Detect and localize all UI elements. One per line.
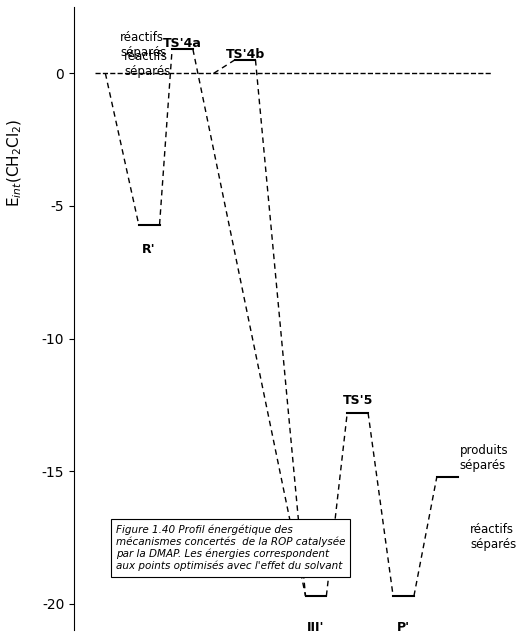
Text: réactifs
séparés: réactifs séparés [470,523,517,551]
Y-axis label: E$_{int}$(CH$_2$Cl$_2$): E$_{int}$(CH$_2$Cl$_2$) [6,118,24,207]
Text: réactifs
séparés: réactifs séparés [124,50,170,78]
Text: R': R' [143,243,156,256]
Text: Figure 1.40 Profil énergétique des
mécanismes concertés  de la ROP catalysée
par: Figure 1.40 Profil énergétique des mécan… [116,524,345,572]
Text: TS'4b: TS'4b [225,48,265,61]
Text: TS'5: TS'5 [343,394,373,407]
Text: P': P' [397,621,410,634]
Text: III': III' [307,621,325,634]
Text: produits
séparés: produits séparés [460,444,508,472]
Text: réactifs
séparés: réactifs séparés [120,31,166,59]
Text: TS'4a: TS'4a [163,37,202,50]
